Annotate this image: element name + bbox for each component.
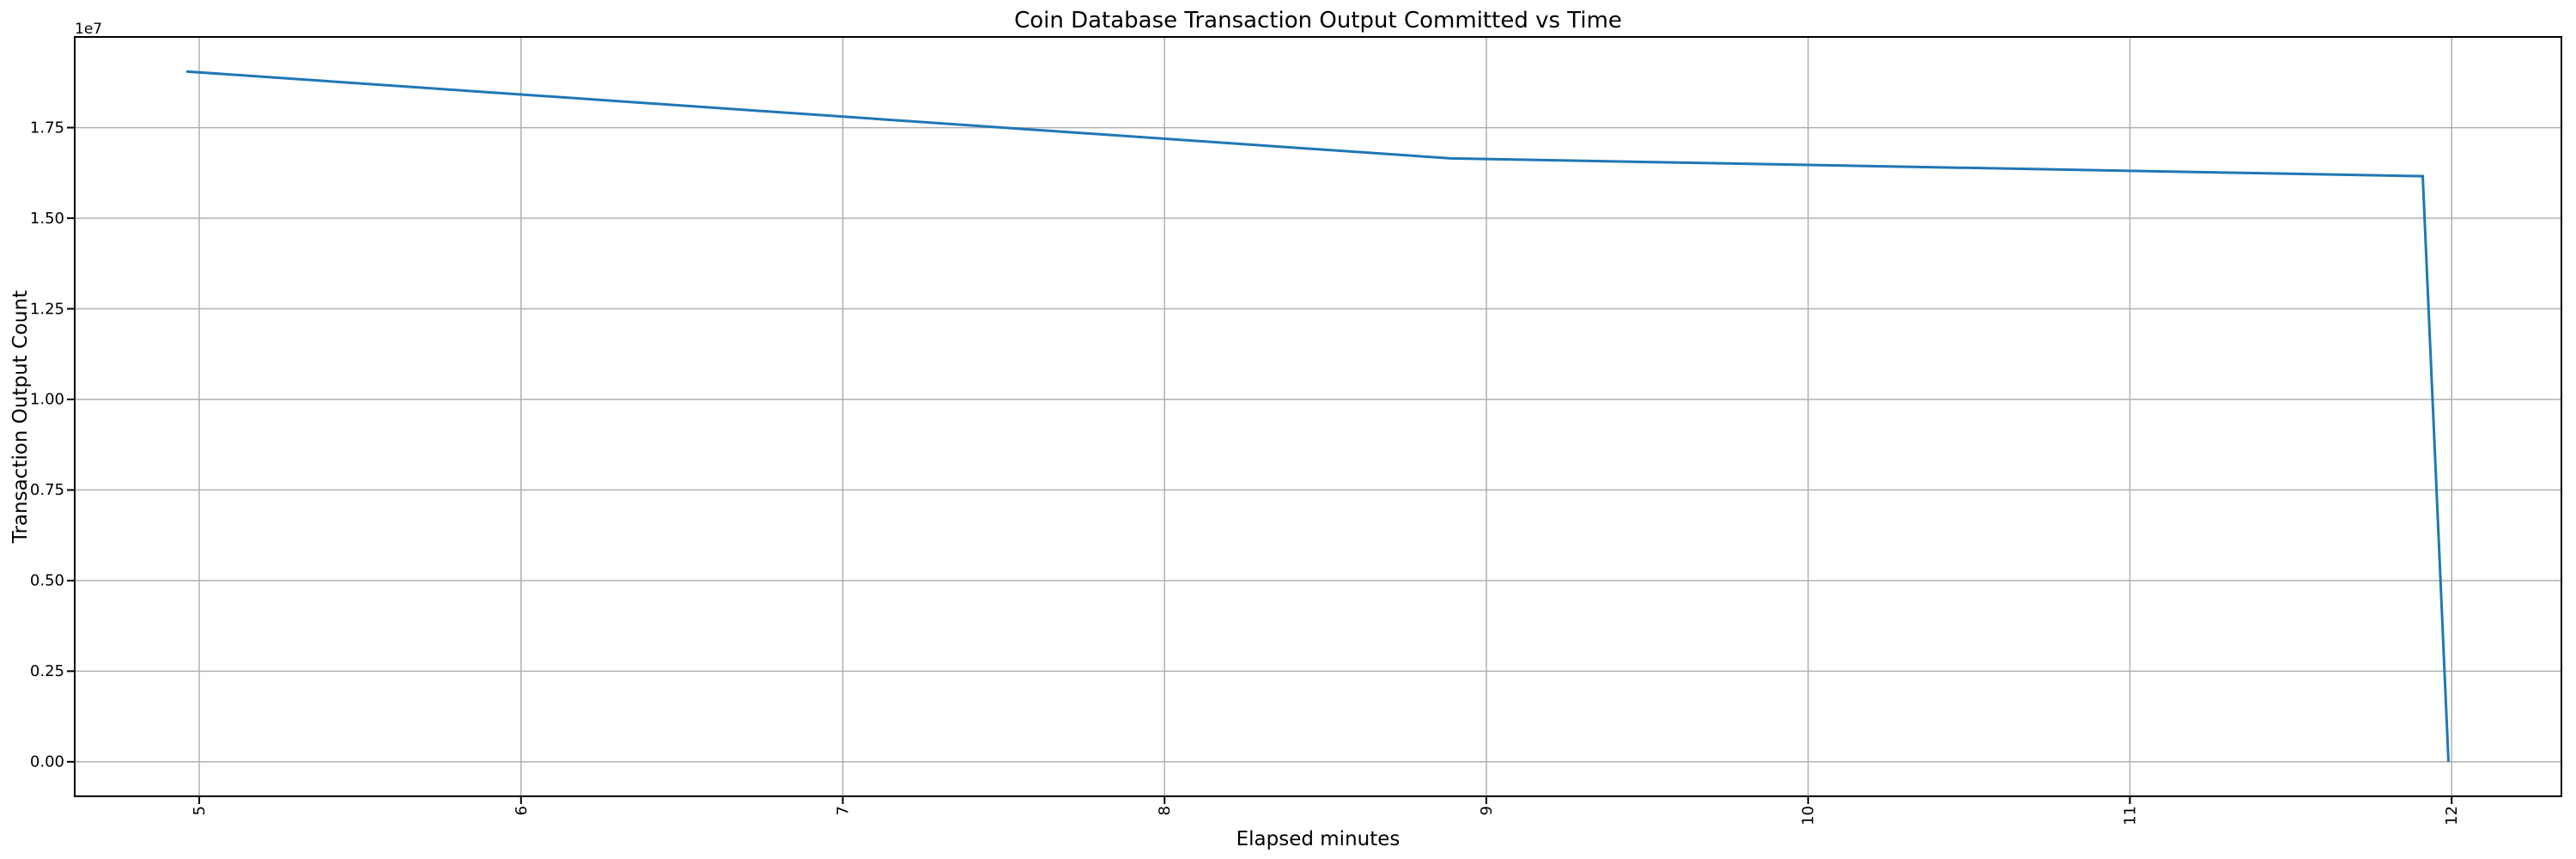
x-tick-label: 11 [2122,806,2140,825]
y-tick-label: 0.00 [30,753,64,771]
x-tick-label: 12 [2443,806,2461,825]
x-tick-label: 6 [513,806,531,815]
chart-title: Coin Database Transaction Output Committ… [1014,8,1622,34]
data-series [185,70,2450,762]
x-tick-label: 10 [1800,806,1818,825]
series-line [185,70,2450,762]
y-tick-label: 1.00 [30,391,64,409]
plot-border [74,36,2562,797]
y-tick-label: 0.50 [30,572,64,590]
y-tick-label: 1.50 [30,210,64,228]
y-tick-label: 1.25 [30,300,64,318]
x-tick-label: 7 [835,806,853,815]
x-tick-label: 8 [1156,806,1174,815]
y-axis-offset-label: 1e7 [75,21,102,38]
axes-spines [74,36,2562,797]
x-axis-label: Elapsed minutes [1236,828,1400,850]
grid-lines [75,37,2561,796]
axis-tick-labels: 5 6 7 8 9 10 11 12 0.00 0.25 0.50 0.75 1.00 1.25 1.50 1… [30,119,2461,825]
y-tick-label: 0.75 [30,481,64,499]
axis-ticks [67,126,2453,804]
x-tick-label: 5 [191,806,209,815]
y-tick-label: 0.25 [30,662,64,680]
y-axis-label: Transaction Output Count [9,290,32,544]
x-tick-label: 9 [1478,806,1496,815]
y-tick-label: 1.75 [30,119,64,137]
